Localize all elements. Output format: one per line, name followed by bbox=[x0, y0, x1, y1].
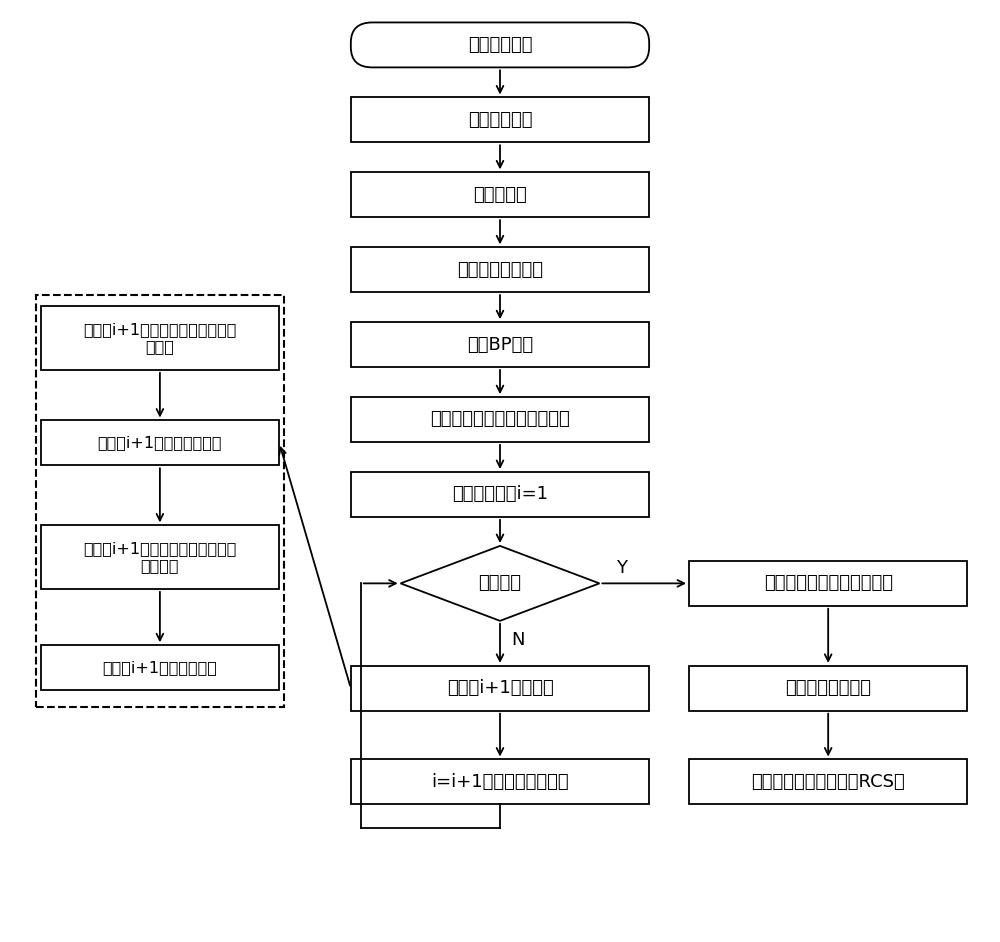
Bar bbox=[351, 247, 649, 292]
Bar bbox=[41, 420, 279, 465]
Text: 计算远场补偿因子: 计算远场补偿因子 bbox=[785, 679, 871, 697]
Text: 计算近场补偿因子: 计算近场补偿因子 bbox=[457, 261, 543, 279]
Text: 脉冲压缩处理: 脉冲压缩处理 bbox=[468, 111, 532, 129]
Text: 计算第i+1次迭代残余图像: 计算第i+1次迭代残余图像 bbox=[98, 435, 222, 450]
Text: 计算远场散射场并定标RCS值: 计算远场散射场并定标RCS值 bbox=[751, 772, 905, 791]
Text: 输出保留相位信息的稀疏解: 输出保留相位信息的稀疏解 bbox=[764, 575, 893, 593]
Bar bbox=[689, 666, 967, 710]
Bar bbox=[689, 560, 967, 606]
Text: 频率升采样: 频率升采样 bbox=[473, 186, 527, 203]
Bar bbox=[351, 172, 649, 218]
Bar bbox=[351, 97, 649, 142]
Text: i=i+1，进入下一次迭代: i=i+1，进入下一次迭代 bbox=[431, 772, 569, 791]
Bar bbox=[351, 322, 649, 367]
Text: 计算第i+1次迭代未保留相位信息
的稀疏解: 计算第i+1次迭代未保留相位信息 的稀疏解 bbox=[83, 541, 237, 574]
Polygon shape bbox=[401, 546, 599, 621]
Bar bbox=[41, 645, 279, 690]
Text: N: N bbox=[511, 630, 525, 648]
Bar bbox=[351, 759, 649, 804]
Bar bbox=[41, 526, 279, 589]
Bar bbox=[351, 666, 649, 710]
Bar bbox=[689, 759, 967, 804]
FancyBboxPatch shape bbox=[351, 23, 649, 68]
Text: 三维BP成像: 三维BP成像 bbox=[467, 335, 533, 353]
Bar bbox=[36, 295, 284, 707]
Text: 计算基于复图像的初始稀疏解: 计算基于复图像的初始稀疏解 bbox=[430, 411, 570, 429]
Text: 计算第i+1次稀疏解: 计算第i+1次稀疏解 bbox=[447, 679, 553, 697]
Bar bbox=[351, 397, 649, 442]
Bar bbox=[41, 306, 279, 370]
Text: 回波数据矩阵: 回波数据矩阵 bbox=[468, 36, 532, 54]
Bar bbox=[351, 472, 649, 517]
Text: 计算第i+1次迭代保留相位信息的
稀疏解: 计算第i+1次迭代保留相位信息的 稀疏解 bbox=[83, 322, 237, 354]
Text: 计算第i+1次迭代的残差: 计算第i+1次迭代的残差 bbox=[102, 660, 217, 675]
Text: Y: Y bbox=[616, 560, 627, 577]
Text: 迭代结束: 迭代结束 bbox=[479, 575, 522, 593]
Text: 迭代初始化，i=1: 迭代初始化，i=1 bbox=[452, 485, 548, 503]
